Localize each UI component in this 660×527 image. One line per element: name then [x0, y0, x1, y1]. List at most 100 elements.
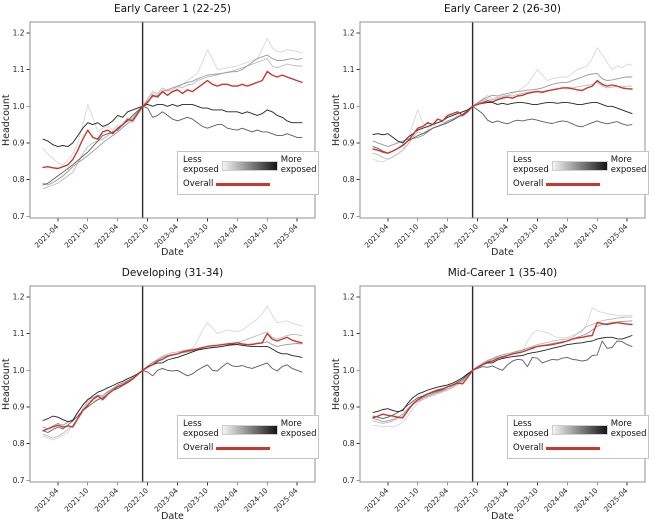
x-tick-label: 2024-04	[542, 222, 570, 250]
exposure-gradient-swatch	[221, 160, 278, 171]
x-tick-label: 2023-04	[152, 486, 180, 514]
y-tick-label: 1.0	[13, 366, 25, 375]
chart-title: Early Career 1 (22-25)	[113, 3, 231, 15]
legend-less-label: Less exposed	[513, 419, 549, 439]
x-tick-label: 2022-04	[93, 486, 121, 514]
y-tick-label: 1.0	[13, 102, 25, 111]
y-axis-label: Headcount	[1, 94, 12, 146]
x-axis-ticks: 2021-04 2021-10 2022-04 2022-10 2023-04 2023-…	[363, 482, 630, 514]
legend-more-label: More exposed	[280, 155, 317, 175]
legend-less-label: Less exposed	[183, 155, 219, 175]
legend-overall-row: Overall	[183, 443, 313, 454]
x-axis-label: Date	[491, 511, 514, 522]
legend-gradient-row: Less exposed More exposed	[513, 155, 647, 176]
x-axis-ticks: 2021-04 2021-10 2022-04 2022-10 2023-04 2023-…	[33, 482, 300, 514]
y-tick-label: 0.9	[343, 138, 355, 147]
x-tick-label: 2025-04	[272, 222, 300, 250]
x-tick-label: 2023-10	[512, 486, 540, 514]
y-axis-ticks: 0.7 0.8 0.9 1.0 1.1 1.2	[343, 293, 360, 485]
x-tick-label: 2022-10	[122, 486, 150, 514]
x-tick-label: 2021-10	[393, 486, 421, 514]
legend-more-label: More exposed	[610, 419, 647, 439]
overall-line-swatch	[216, 447, 271, 450]
overall-line-swatch	[546, 183, 601, 186]
x-tick-label: 2021-10	[63, 486, 91, 514]
y-tick-label: 1.1	[343, 65, 355, 74]
x-tick-label: 2025-04	[602, 222, 630, 250]
series-line-overall	[372, 79, 633, 154]
y-tick-label: 1.1	[343, 329, 355, 338]
x-tick-label: 2022-04	[423, 222, 451, 250]
x-tick-label: 2024-10	[242, 486, 270, 514]
chart-panel-early-career-1: 0.7 0.8 0.9 1.0 1.1 1.2 2021-04 2021-10 2022-04 2…	[0, 0, 330, 263]
series-line-quintile-4	[42, 105, 303, 186]
chart-panel-mid-career-1: 0.7 0.8 0.9 1.0 1.1 1.2 2021-04 2021-10 2022-04 2…	[330, 264, 660, 527]
chart-panel-developing: 0.7 0.8 0.9 1.0 1.1 1.2 2021-04 2021-10 2022-04 2…	[0, 264, 330, 527]
y-axis-label: Headcount	[331, 358, 342, 410]
x-tick-label: 2023-04	[152, 222, 180, 250]
x-tick-label: 2024-04	[212, 486, 240, 514]
x-tick-label: 2022-10	[122, 222, 150, 250]
legend-gradient-row: Less exposed More exposed	[183, 155, 317, 176]
y-axis-ticks: 0.7 0.8 0.9 1.0 1.1 1.2	[13, 293, 30, 485]
y-tick-label: 0.9	[13, 402, 25, 411]
series-lines	[42, 38, 303, 190]
x-axis-ticks: 2021-04 2021-10 2022-04 2022-10 2023-04 2023-…	[363, 218, 630, 250]
series-line-quintile-3	[42, 54, 303, 186]
y-tick-label: 1.2	[13, 29, 25, 38]
x-tick-label: 2023-04	[482, 222, 510, 250]
x-tick-label: 2021-10	[393, 222, 421, 250]
legend-overall-row: Overall	[183, 178, 313, 190]
chart-title: Developing (31-34)	[121, 267, 224, 279]
series-line-quintile-4	[42, 362, 303, 433]
chart-title: Mid-Career 1 (35-40)	[447, 267, 558, 279]
y-tick-label: 0.8	[13, 175, 25, 184]
x-tick-label: 2022-10	[452, 486, 480, 514]
x-tick-label: 2023-10	[182, 486, 210, 514]
series-line-quintile-1-least-exposed	[372, 307, 633, 428]
x-tick-label: 2022-04	[93, 222, 121, 250]
y-tick-label: 0.7	[343, 212, 355, 221]
series-line-quintile-2	[42, 58, 303, 190]
exposure-gradient-swatch	[221, 424, 278, 435]
plot-spines	[359, 21, 646, 219]
legend-more-label: More exposed	[610, 155, 647, 175]
legend-box: Less exposed More exposed Overall	[177, 151, 319, 196]
series-line-quintile-1-least-exposed	[372, 47, 633, 163]
legend-overall-label: Overall	[183, 178, 214, 189]
series-line-quintile-2	[372, 316, 633, 424]
y-tick-label: 1.2	[343, 293, 355, 302]
x-axis-label: Date	[161, 511, 184, 522]
y-tick-label: 0.7	[13, 212, 25, 221]
x-tick-label: 2021-10	[63, 222, 91, 250]
series-line-overall	[372, 321, 633, 419]
x-tick-label: 2022-04	[423, 486, 451, 514]
series-line-quintile-5-most-exposed	[42, 103, 303, 148]
y-tick-label: 0.8	[343, 175, 355, 184]
plot-spines	[29, 285, 316, 483]
series-line-quintile-5-most-exposed	[42, 344, 303, 423]
y-tick-label: 0.8	[13, 439, 25, 448]
y-tick-label: 0.7	[13, 476, 25, 485]
y-tick-label: 1.1	[13, 65, 25, 74]
x-tick-label: 2024-04	[542, 486, 570, 514]
series-line-quintile-2	[42, 331, 303, 439]
legend-box: Less exposed More exposed Overall	[177, 415, 319, 460]
x-axis-label: Date	[161, 247, 184, 258]
x-axis-label: Date	[491, 247, 514, 258]
x-tick-label: 2023-04	[482, 486, 510, 514]
x-tick-label: 2023-10	[182, 222, 210, 250]
legend-gradient-row: Less exposed More exposed	[513, 419, 647, 440]
y-tick-label: 1.2	[13, 293, 25, 302]
y-axis-label: Headcount	[1, 358, 12, 410]
y-tick-label: 1.0	[343, 366, 355, 375]
x-axis-ticks: 2021-04 2021-10 2022-04 2022-10 2023-04 2023-…	[33, 218, 300, 250]
exposure-gradient-swatch	[551, 424, 608, 435]
x-tick-label: 2021-04	[33, 222, 61, 250]
series-line-quintile-2	[372, 81, 633, 160]
legend-less-label: Less exposed	[513, 155, 549, 175]
y-tick-label: 0.8	[343, 439, 355, 448]
series-line-overall	[42, 332, 303, 432]
